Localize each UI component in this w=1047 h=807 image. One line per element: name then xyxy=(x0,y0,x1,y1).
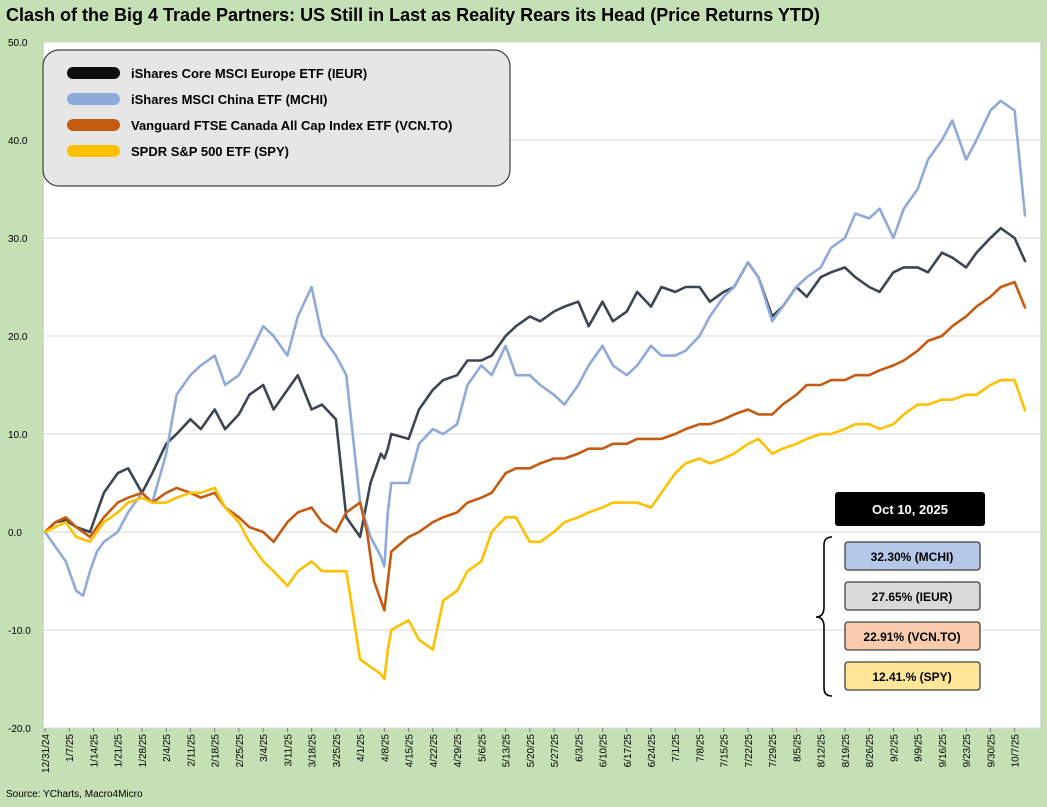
y-tick-label: -10.0 xyxy=(8,626,31,637)
x-tick-label: 5/13/25 xyxy=(502,734,513,768)
x-tick-label: 6/24/25 xyxy=(647,734,658,768)
series-line-1 xyxy=(43,99,1027,598)
callout-label: 32.30% (MCHI) xyxy=(871,550,954,564)
callout-label: 27.65% (IEUR) xyxy=(872,590,953,604)
source-note: Source: YCharts, Macro4Micro xyxy=(6,789,143,800)
x-tick-label: 5/27/25 xyxy=(550,734,561,768)
legend-label: SPDR S&P 500 ETF (SPY) xyxy=(131,144,289,159)
x-tick-label: 9/2/25 xyxy=(889,734,900,762)
callout-box xyxy=(844,541,981,571)
y-tick-label: 50.0 xyxy=(8,38,28,49)
series-line-2 xyxy=(43,280,1027,612)
x-tick-label: 6/17/25 xyxy=(623,734,634,768)
y-tick-label: -20.0 xyxy=(8,724,31,735)
legend-swatch xyxy=(67,67,120,79)
x-tick-label: 3/4/25 xyxy=(259,734,270,762)
x-tick-label: 9/23/25 xyxy=(962,734,973,768)
x-tick-label: 2/25/25 xyxy=(235,734,246,768)
legend-swatch xyxy=(67,93,120,105)
x-tick-label: 3/18/25 xyxy=(308,734,319,768)
x-tick-label: 3/25/25 xyxy=(332,734,343,768)
value-callouts: Oct 10, 2025 32.30% (MCHI) 27.65% (IEUR) 2… xyxy=(815,492,985,697)
callout-box xyxy=(844,581,981,611)
x-tick-label: 6/10/25 xyxy=(599,734,610,768)
x-tick-label: 12/31/24 xyxy=(41,734,52,773)
x-tick-label: 8/19/25 xyxy=(841,734,852,768)
callout-brace xyxy=(815,536,833,697)
x-tick-label: 5/20/25 xyxy=(526,734,537,768)
x-tick-label: 6/3/25 xyxy=(574,734,585,762)
x-tick-label: 1/14/25 xyxy=(89,734,100,768)
series-lines xyxy=(43,99,1027,681)
legend-label: iShares Core MSCI Europe ETF (IEUR) xyxy=(131,66,367,81)
legend-swatch xyxy=(67,145,120,157)
x-tick-label: 1/28/25 xyxy=(138,734,149,768)
legend: iShares Core MSCI Europe ETF (IEUR) iShar… xyxy=(42,49,511,187)
x-axis: 12/31/24 1/7/25 1/14/25 1/21/25 1/28/25 2/4/2… xyxy=(41,728,1022,773)
x-tick-label: 10/7/25 xyxy=(1011,734,1022,768)
legend-swatch xyxy=(67,119,120,131)
x-tick-label: 7/8/25 xyxy=(695,734,706,762)
date-label: Oct 10, 2025 xyxy=(872,502,948,517)
y-tick-label: 40.0 xyxy=(8,136,28,147)
y-tick-label: 20.0 xyxy=(8,332,28,343)
x-tick-label: 7/29/25 xyxy=(768,734,779,768)
date-label-box xyxy=(835,492,985,526)
legend-label: iShares MSCI China ETF (MCHI) xyxy=(131,92,327,107)
y-tick-label: 0.0 xyxy=(8,528,22,539)
x-tick-label: 8/12/25 xyxy=(817,734,828,768)
x-tick-label: 5/6/25 xyxy=(477,734,488,762)
x-tick-label: 7/1/25 xyxy=(671,734,682,762)
x-tick-label: 7/15/25 xyxy=(720,734,731,768)
x-tick-label: 4/15/25 xyxy=(405,734,416,768)
callout-label: 12.41.% (SPY) xyxy=(872,670,951,684)
x-tick-label: 2/11/25 xyxy=(186,734,197,767)
legend-box xyxy=(42,49,511,187)
x-tick-label: 8/26/25 xyxy=(865,734,876,768)
line-chart: -20.0 -10.0 0.0 10.0 20.0 30.0 40.0 50.0 12/31/… xyxy=(8,38,1042,773)
x-tick-label: 4/1/25 xyxy=(356,734,367,762)
y-axis: -20.0 -10.0 0.0 10.0 20.0 30.0 40.0 50.0 xyxy=(8,38,31,735)
x-tick-label: 9/16/25 xyxy=(938,734,949,768)
legend-label: Vanguard FTSE Canada All Cap Index ETF (… xyxy=(131,118,452,133)
x-tick-label: 8/5/25 xyxy=(792,734,803,762)
x-tick-label: 4/22/25 xyxy=(429,734,440,768)
x-tick-label: 2/4/25 xyxy=(162,734,173,762)
y-tick-label: 30.0 xyxy=(8,234,28,245)
x-tick-label: 1/7/25 xyxy=(65,734,76,762)
callout-box xyxy=(844,661,981,691)
x-tick-label: 3/11/25 xyxy=(283,734,294,767)
x-tick-label: 7/22/25 xyxy=(744,734,755,768)
x-tick-label: 2/18/25 xyxy=(211,734,222,768)
series-line-0 xyxy=(43,226,1027,539)
callout-label: 22.91% (VCN.TO) xyxy=(863,630,960,644)
x-tick-label: 4/8/25 xyxy=(380,734,391,762)
x-tick-label: 9/9/25 xyxy=(914,734,925,762)
x-tick-label: 9/30/25 xyxy=(986,734,997,768)
callout-box xyxy=(844,621,981,651)
chart-title: Clash of the Big 4 Trade Partners: US St… xyxy=(6,5,820,25)
series-line-3 xyxy=(43,378,1027,681)
y-tick-label: 10.0 xyxy=(8,430,28,441)
x-tick-label: 1/21/25 xyxy=(114,734,125,768)
x-tick-label: 4/29/25 xyxy=(453,734,464,768)
